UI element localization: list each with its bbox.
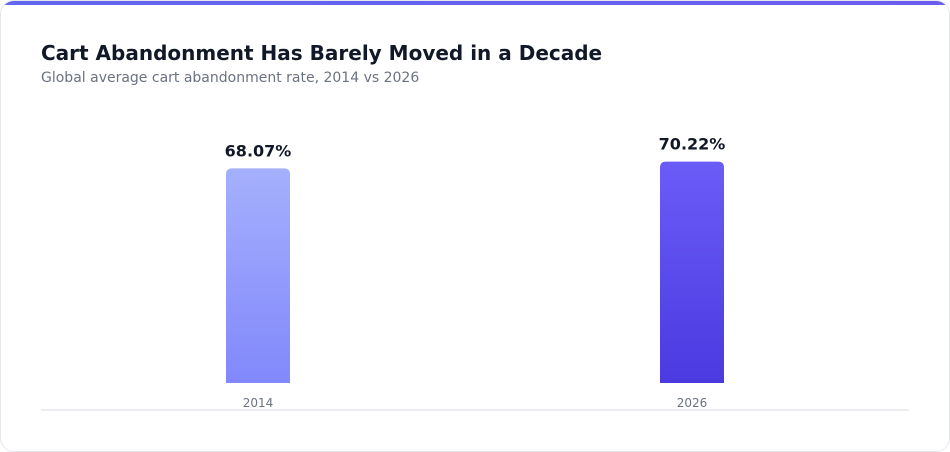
chart-title: Cart Abandonment Has Barely Moved in a D… — [41, 41, 603, 65]
value-label-2014: 68.07% — [225, 141, 292, 160]
bar-2014 — [226, 168, 290, 383]
x-tick-label-2014: 2014 — [243, 396, 274, 410]
value-label-2026: 70.22% — [659, 135, 726, 154]
chart-subtitle: Global average cart abandonment rate, 20… — [41, 70, 420, 86]
x-tick-label-2026: 2026 — [677, 396, 708, 410]
bar-2026 — [660, 161, 724, 383]
accent-bar — [1, 1, 949, 5]
